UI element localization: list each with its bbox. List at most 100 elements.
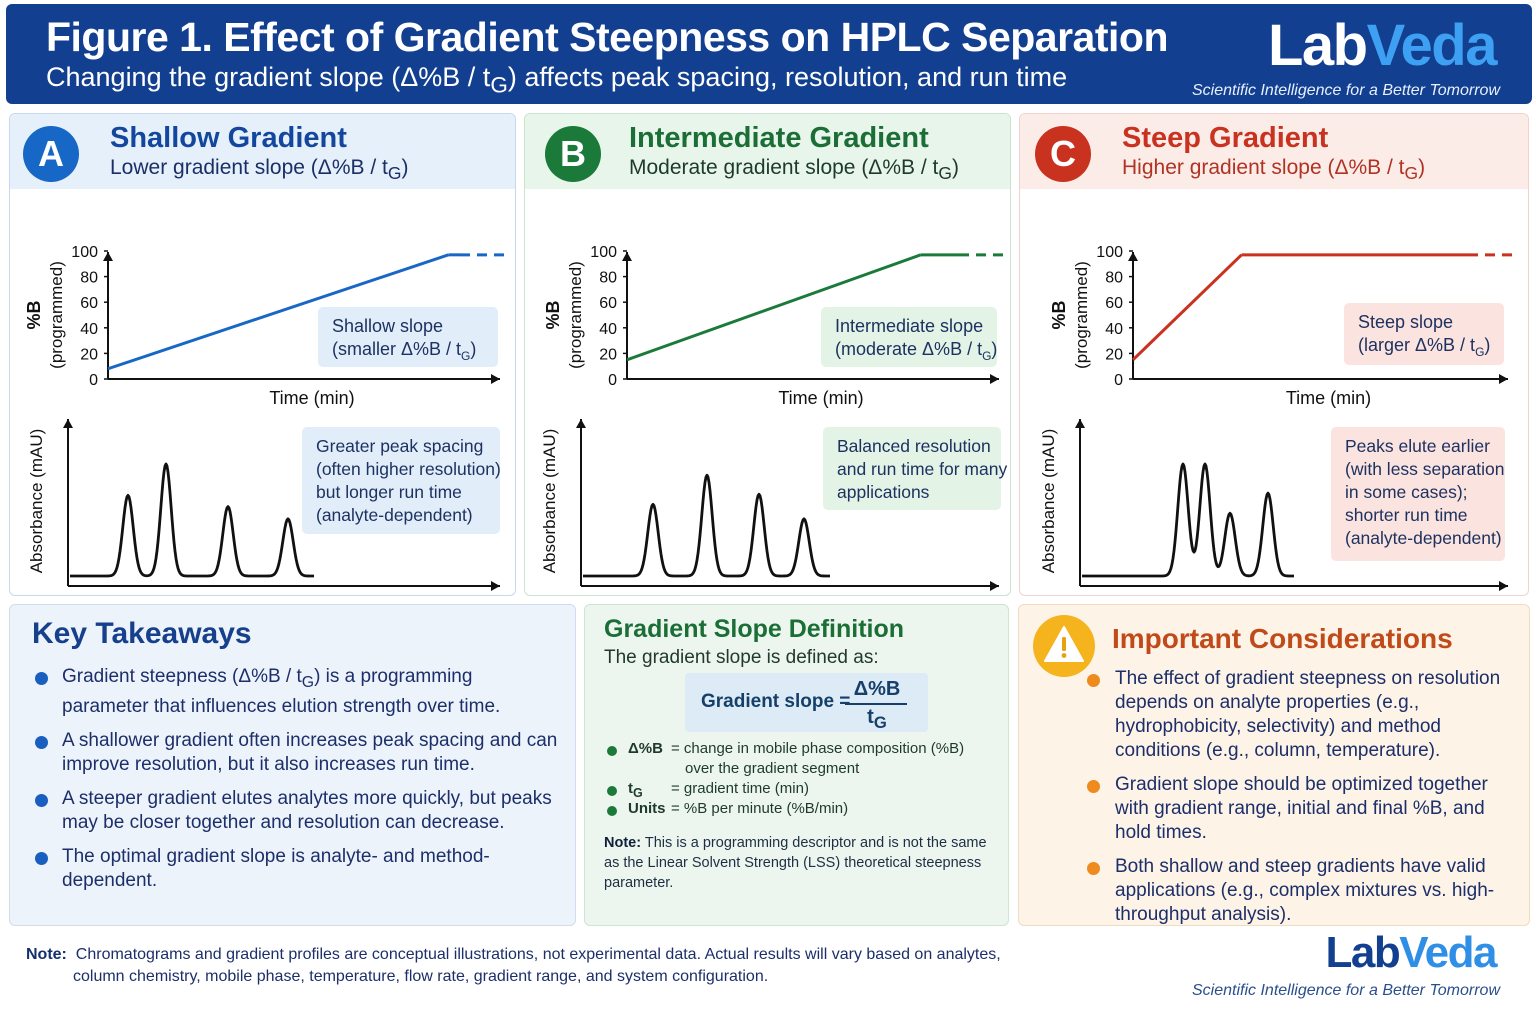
list-item: A steeper gradient elutes analytes more … xyxy=(32,787,562,835)
panel-header: B Intermediate Gradient Moderate gradient … xyxy=(525,114,1010,189)
bullet-icon xyxy=(607,786,617,796)
gradient-ramp-line xyxy=(1131,253,1243,361)
takeaways-title: Key Takeaways xyxy=(32,617,252,650)
takeaways-list: Gradient steepness (Δ%B / tG) is a progr… xyxy=(32,665,562,903)
list-item: Both shallow and steep gradients have va… xyxy=(1087,855,1523,927)
absorbance-axis-title: Absorbance (mAU) xyxy=(540,429,559,574)
symbol-definitions: Δ%B = change in mobile phase composition … xyxy=(604,740,1004,820)
peak-note-box xyxy=(302,427,500,534)
y-tick-label: 80 xyxy=(599,270,617,287)
absorbance-axis-title: Absorbance (mAU) xyxy=(27,429,46,574)
bullet-icon xyxy=(1087,862,1100,875)
definition-intro: The gradient slope is defined as: xyxy=(604,647,879,668)
formula-denominator: tG xyxy=(867,706,887,732)
definition-title: Gradient Slope Definition xyxy=(604,615,905,643)
y-axis-title: %B xyxy=(543,300,563,329)
panel-title: Steep Gradient xyxy=(1122,122,1329,154)
bullet-icon xyxy=(35,793,48,807)
considerations-title: Important Considerations xyxy=(1112,623,1453,654)
peak-note-line: applications xyxy=(837,482,930,502)
peak-note-line: and run time for many xyxy=(837,459,1007,479)
panel-letter-badge: A xyxy=(23,126,79,182)
absorbance-axis-title: Absorbance (mAU) xyxy=(1039,429,1058,574)
panel-subtitle: Moderate gradient slope (Δ%B / tG) xyxy=(629,156,959,184)
bullet-icon xyxy=(607,806,617,816)
brand-tagline: Scientific Intelligence for a Better Tom… xyxy=(1192,82,1500,99)
chromatogram-trace xyxy=(582,473,831,578)
peak-note-line: Balanced resolution xyxy=(837,436,991,456)
chromatogram-trace xyxy=(69,462,315,578)
slope-callout-box xyxy=(821,307,997,367)
y-tick-label: 60 xyxy=(599,295,617,312)
list-item: The effect of gradient steepness on reso… xyxy=(1087,667,1523,763)
bullet-icon xyxy=(1087,780,1100,793)
panel-shallow-gradient: A Shallow Gradient Lower gradient slope (Δ… xyxy=(9,113,516,596)
y-tick-label: 0 xyxy=(1114,372,1123,389)
bullet-icon xyxy=(1087,674,1100,687)
y-tick-label: 0 xyxy=(608,372,617,389)
footer-note: Note: Chromatograms and gradient profile… xyxy=(26,946,1001,985)
peak-note-line: (often higher resolution) xyxy=(316,459,501,479)
panel-title: Shallow Gradient xyxy=(110,122,347,154)
considerations-list: The effect of gradient steepness on reso… xyxy=(1087,667,1523,937)
list-item: Gradient slope should be optimized toget… xyxy=(1087,773,1523,845)
peak-note-line: shorter run time xyxy=(1345,505,1468,525)
bullet-icon xyxy=(35,851,48,865)
peak-note-box xyxy=(823,427,1001,510)
panel-title: Intermediate Gradient xyxy=(629,122,929,154)
y-tick-label: 20 xyxy=(599,346,617,363)
y-tick-label: 60 xyxy=(80,295,98,312)
y-axis-title: %B xyxy=(1049,300,1069,329)
y-axis-title: %B xyxy=(24,300,44,329)
panel-charts: 100 80 60 40 20 0 %B (programmed) Time (min) Shal… xyxy=(24,244,504,591)
slope-callout-line: Intermediate slope xyxy=(835,316,983,336)
panel-subtitle: Higher gradient slope (Δ%B / tG) xyxy=(1122,156,1426,184)
slope-callout-box xyxy=(1344,303,1504,365)
peak-note-line: Peaks elute earlier xyxy=(1345,436,1490,456)
chromatogram-x-arrow xyxy=(990,581,999,591)
labveda-logo: LabVeda xyxy=(1267,13,1498,78)
y-axis-arrow xyxy=(622,252,632,261)
chromatogram-x-arrow xyxy=(1499,581,1508,591)
chromatogram-y-arrow xyxy=(63,419,73,428)
y-tick-label: 0 xyxy=(89,372,98,389)
key-takeaways-box: Key Takeaways Gradient steepness (Δ%B / … xyxy=(9,604,576,926)
figure-subtitle: Changing the gradient slope (Δ%B / tG) a… xyxy=(46,62,1068,98)
y-tick-label: 40 xyxy=(1105,321,1123,338)
x-axis-title: Time (min) xyxy=(1286,388,1371,408)
slope-callout-line: Steep slope xyxy=(1358,312,1453,332)
slope-callout-box xyxy=(318,307,498,367)
chromatogram-x-arrow xyxy=(491,581,500,591)
x-axis-arrow xyxy=(491,374,500,384)
y-tick-label: 20 xyxy=(1105,346,1123,363)
x-axis-arrow xyxy=(1499,374,1508,384)
panel-letter-badge: C xyxy=(1035,126,1091,182)
panel-letter-badge: B xyxy=(545,126,601,182)
panel-header: A Shallow Gradient Lower gradient slope (Δ… xyxy=(10,114,515,189)
y-tick-label: 100 xyxy=(590,244,617,261)
peak-note-line: in some cases); xyxy=(1345,482,1468,502)
bullet-icon xyxy=(35,735,48,749)
x-axis-arrow xyxy=(990,374,999,384)
panel-intermediate-gradient: B Intermediate Gradient Moderate gradient … xyxy=(524,113,1011,596)
slope-formula: Gradient slope = Δ%B tG xyxy=(685,673,928,732)
y-axis-subtitle: (programmed) xyxy=(47,261,66,369)
peak-note-line: (analyte-dependent) xyxy=(316,505,473,525)
definition-row: Δ%B = change in mobile phase composition … xyxy=(604,740,1004,760)
chromatogram-y-arrow xyxy=(1075,419,1085,428)
peak-note-line: but longer run time xyxy=(316,482,462,502)
y-tick-label: 80 xyxy=(1105,270,1123,287)
list-item: The optimal gradient slope is analyte- a… xyxy=(32,845,562,893)
peak-note-line: (with less separation xyxy=(1345,459,1505,479)
slope-callout-line: Shallow slope xyxy=(332,316,443,336)
gradient-ramp-line xyxy=(626,253,922,362)
peak-note-box xyxy=(1331,427,1505,561)
important-considerations-box: Important Considerations The effect of g… xyxy=(1018,604,1530,926)
panel-charts: 100 80 60 40 20 0 %B (programmed) Time (min) Inte… xyxy=(540,244,1007,591)
footer-tagline: Scientific Intelligence for a Better Tom… xyxy=(1192,982,1500,999)
y-tick-label: 60 xyxy=(1105,295,1123,312)
gradient-ramp-line xyxy=(107,253,449,371)
y-axis-subtitle: (programmed) xyxy=(1072,261,1091,369)
list-item: A shallower gradient often increases pea… xyxy=(32,729,562,777)
definition-row: over the gradient segment xyxy=(685,760,860,777)
